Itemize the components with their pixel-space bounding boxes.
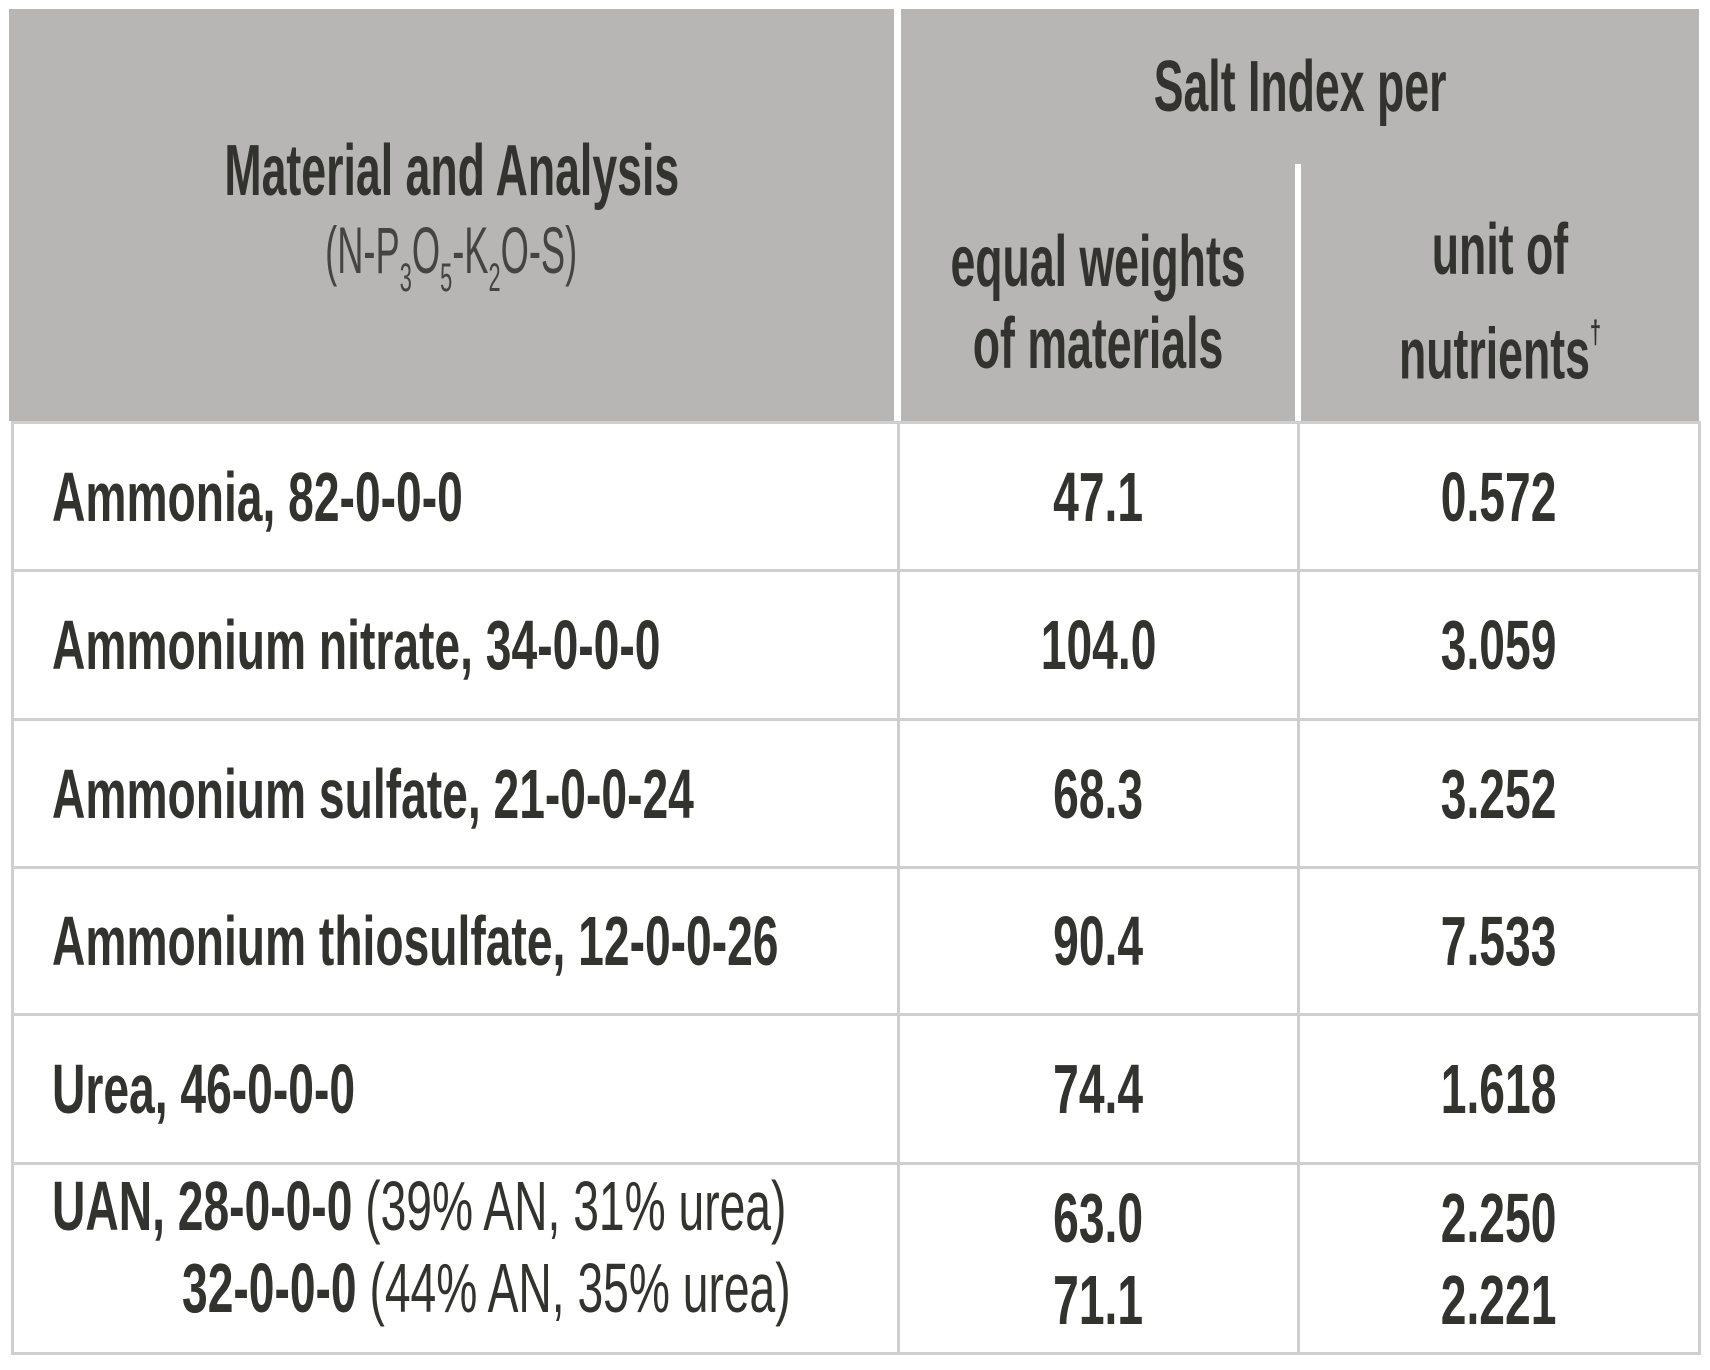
header-text: nutrients: [1398, 314, 1590, 395]
header-salt-index: Salt Index per: [901, 9, 1699, 164]
uan-28: UAN, 28-0-0-0: [52, 1167, 353, 1245]
value: 47.1: [1053, 457, 1144, 536]
header-line: unit of: [1431, 210, 1569, 291]
uan-28-note: (39% AN, 31% urea): [352, 1167, 787, 1245]
material-cell: UAN, 28-0-0-0 (39% AN, 31% urea) 32-0-0-…: [11, 1162, 900, 1355]
value: 74.4: [1053, 1050, 1144, 1128]
material-name: Ammonium nitrate, 34-0-0-0: [52, 606, 661, 684]
fmt-sub: 2: [488, 255, 501, 300]
material-cell: Ammonia, 82-0-0-0: [11, 421, 900, 572]
uan-line-1: UAN, 28-0-0-0 (39% AN, 31% urea): [52, 1165, 786, 1247]
dagger-footnote-mark: †: [1589, 314, 1602, 351]
material-cell: Urea, 46-0-0-0: [11, 1013, 900, 1165]
uan-32-note: (44% AN, 35% urea): [356, 1249, 791, 1327]
salt-index-title: Salt Index per: [1153, 46, 1447, 127]
material-cell: Ammonium sulfate, 21-0-0-24: [11, 718, 900, 869]
fmt-sub: 3: [400, 255, 413, 300]
unit-nutrients-cell: 3.252: [1297, 718, 1701, 869]
uan-line-2: 32-0-0-0 (44% AN, 35% urea): [182, 1247, 791, 1329]
fmt-o: O: [412, 212, 441, 287]
fmt-rest: O-S): [500, 212, 578, 287]
fmt-sub: 5: [440, 255, 453, 300]
material-name: Ammonium thiosulfate, 12-0-0-26: [52, 902, 779, 980]
equal-weights-cell: 63.0 71.1: [897, 1162, 1300, 1355]
unit-nutrients-cell: 0.572: [1297, 421, 1701, 572]
uan-32: 32-0-0-0: [182, 1249, 357, 1327]
value: 3.059: [1441, 606, 1557, 684]
value: 104.0: [1040, 606, 1157, 684]
material-name: Ammonium sulfate, 21-0-0-24: [52, 754, 694, 833]
header-material: Material and Analysis (N-P3O5-K2O-S): [9, 9, 894, 421]
header-line: of materials: [972, 303, 1224, 384]
value: 0.572: [1441, 457, 1557, 536]
value: 90.4: [1053, 902, 1144, 980]
material-cell: Ammonium nitrate, 34-0-0-0: [11, 569, 900, 721]
equal-weights-cell: 68.3: [897, 718, 1300, 869]
material-name: Ammonia, 82-0-0-0: [52, 457, 463, 536]
equal-weights-cell: 104.0: [897, 569, 1300, 721]
value: 63.0: [1053, 1178, 1144, 1257]
value: 71.1: [1053, 1260, 1144, 1339]
fmt-k: -K: [452, 212, 489, 287]
material-title: Material and Analysis: [224, 130, 679, 211]
value: 68.3: [1053, 754, 1144, 833]
value: 1.618: [1441, 1050, 1557, 1128]
equal-weights-cell: 90.4: [897, 866, 1300, 1016]
header-line: equal weights: [950, 221, 1246, 302]
header-equal-weights: equal weights of materials: [901, 164, 1295, 421]
material-cell: Ammonium thiosulfate, 12-0-0-26: [11, 866, 900, 1016]
value: 2.250: [1441, 1178, 1557, 1257]
equal-weights-cell: 47.1: [897, 421, 1300, 572]
analysis-format: (N-P3O5-K2O-S): [325, 212, 577, 301]
material-name: Urea, 46-0-0-0: [52, 1050, 356, 1128]
fmt-n: (N-P: [325, 212, 401, 287]
header-unit-nutrients: unit of nutrients†: [1301, 164, 1699, 421]
equal-weights-cell: 74.4: [897, 1013, 1300, 1165]
header-line: nutrients†: [1399, 291, 1601, 396]
unit-nutrients-cell: 7.533: [1297, 866, 1701, 1016]
value: 3.252: [1441, 754, 1557, 833]
unit-nutrients-cell: 2.250 2.221: [1297, 1162, 1701, 1355]
value: 2.221: [1441, 1260, 1557, 1339]
unit-nutrients-cell: 3.059: [1297, 569, 1701, 721]
value: 7.533: [1441, 902, 1557, 980]
unit-nutrients-cell: 1.618: [1297, 1013, 1701, 1165]
